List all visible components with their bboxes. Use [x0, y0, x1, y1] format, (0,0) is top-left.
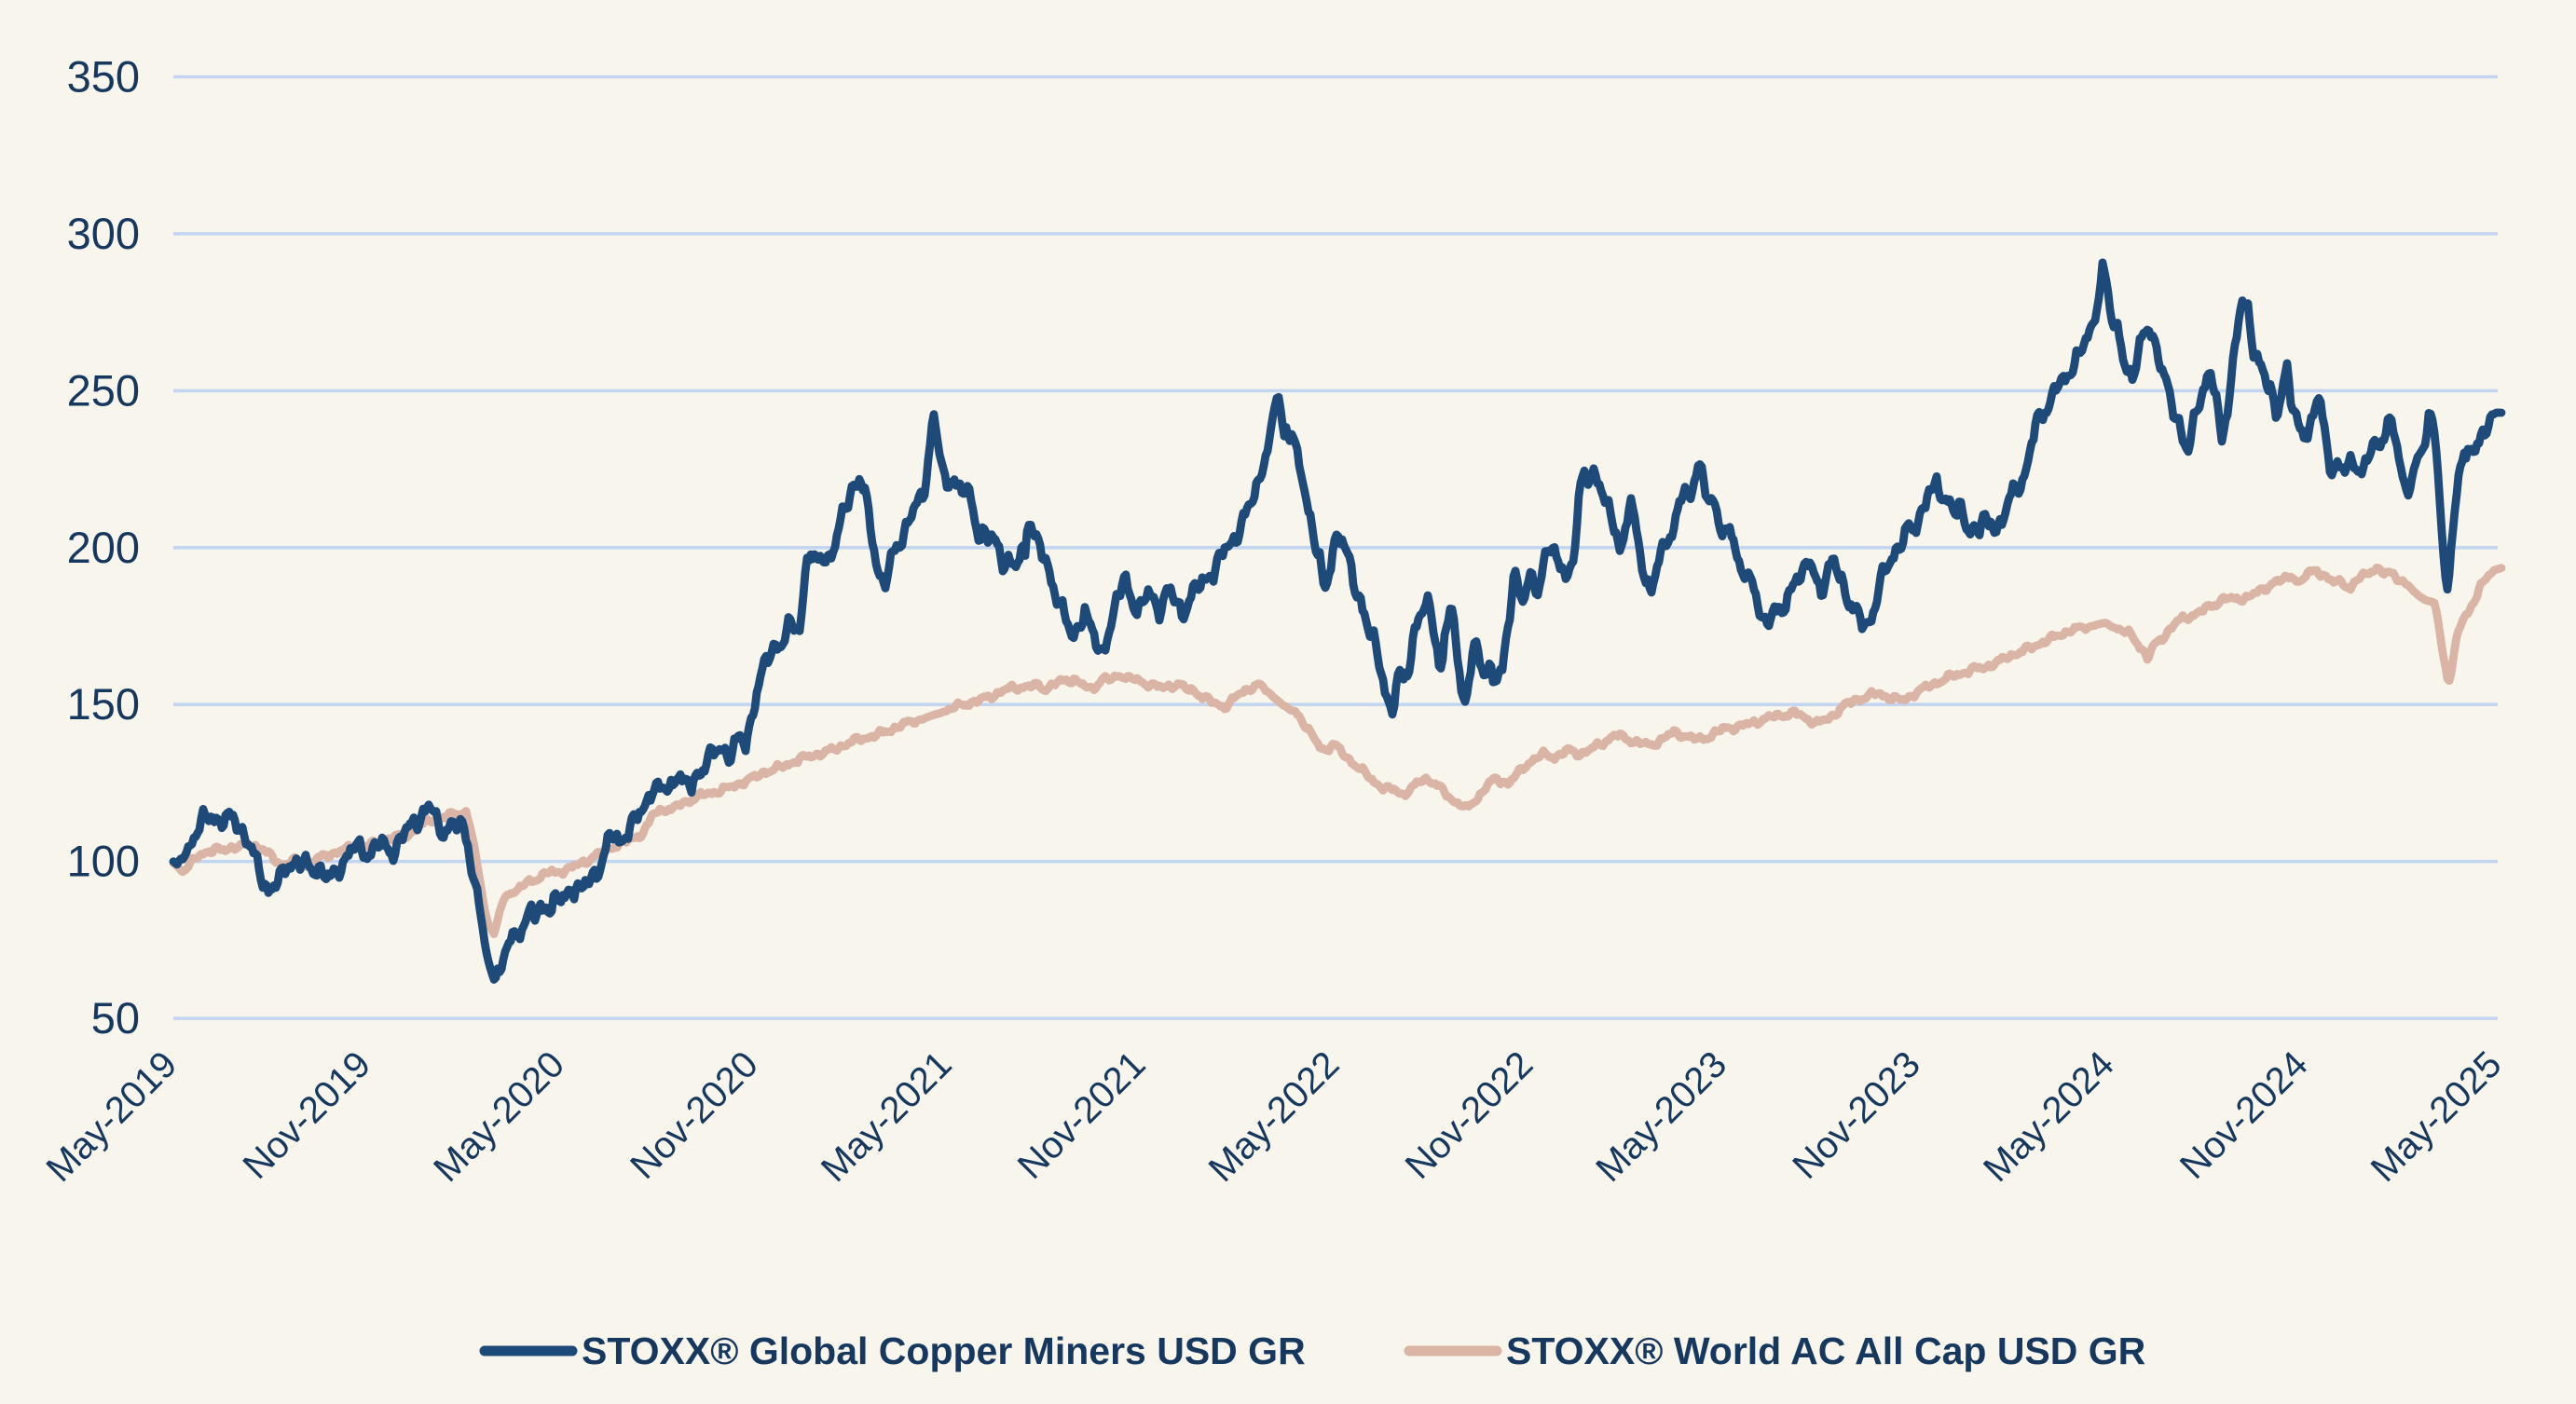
svg-text:200: 200	[67, 523, 140, 572]
svg-text:100: 100	[67, 837, 140, 886]
svg-text:STOXX® World AC All Cap USD GR: STOXX® World AC All Cap USD GR	[1506, 1329, 2145, 1372]
svg-text:350: 350	[67, 52, 140, 102]
svg-text:250: 250	[67, 365, 140, 415]
svg-text:150: 150	[67, 679, 140, 729]
svg-text:STOXX® Global Copper Miners US: STOXX® Global Copper Miners USD GR	[582, 1329, 1306, 1372]
svg-text:300: 300	[67, 209, 140, 258]
svg-text:50: 50	[91, 993, 140, 1043]
